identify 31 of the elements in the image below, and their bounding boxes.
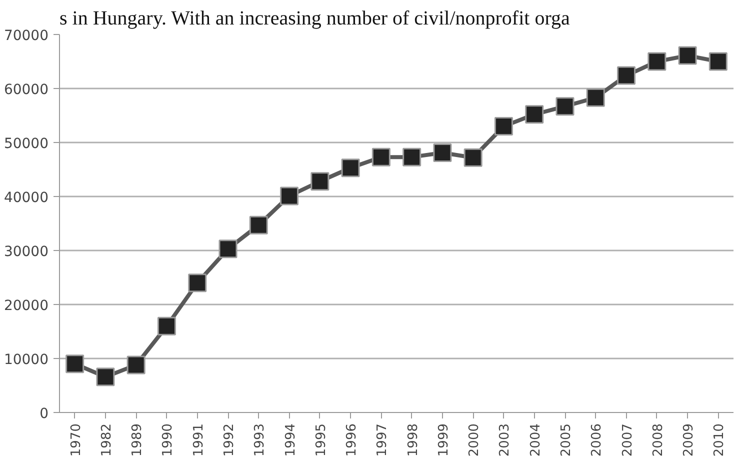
x-tick-label: 2000 <box>467 423 482 457</box>
y-tick-label: 50000 <box>4 136 49 152</box>
x-tick-label: 2010 <box>712 423 728 457</box>
x-tick-label: 1998 <box>406 423 421 457</box>
x-tick-label: 1990 <box>160 423 176 457</box>
x-tick-label: 2003 <box>498 423 513 457</box>
y-tick-label: 30000 <box>4 244 49 260</box>
x-tick-label: 1982 <box>99 423 114 457</box>
x-tick-label: 2009 <box>682 423 697 457</box>
x-tick-label: 2008 <box>650 423 666 457</box>
x-tick-label: 1970 <box>68 423 84 457</box>
y-tick-label: 0 <box>40 406 49 422</box>
x-tick-label: 1999 <box>436 423 452 457</box>
x-tick-label: 1996 <box>344 423 360 457</box>
x-tick-label: 2004 <box>528 423 544 457</box>
y-tick-label: 60000 <box>4 82 49 98</box>
x-tick-label: 2007 <box>620 423 636 457</box>
x-tick-label: 1991 <box>191 423 206 457</box>
y-tick-label: 70000 <box>4 28 49 44</box>
x-tick-label: 1997 <box>375 423 390 457</box>
x-tick-label: 1989 <box>130 423 146 457</box>
y-tick-label: 10000 <box>4 352 49 368</box>
x-tick-label: 1992 <box>222 423 237 457</box>
y-tick-label: 40000 <box>4 190 49 206</box>
x-tick-label: 1994 <box>283 423 298 457</box>
x-tick-label: 1993 <box>252 423 268 457</box>
x-tick-label: 2006 <box>590 423 605 457</box>
y-tick-label: 20000 <box>4 298 49 314</box>
x-tick-label: 2005 <box>559 423 574 457</box>
x-tick-label: 1995 <box>314 423 329 457</box>
chart-title: s in Hungary. With an increasing number of civil/nonprofit orga <box>60 8 570 30</box>
